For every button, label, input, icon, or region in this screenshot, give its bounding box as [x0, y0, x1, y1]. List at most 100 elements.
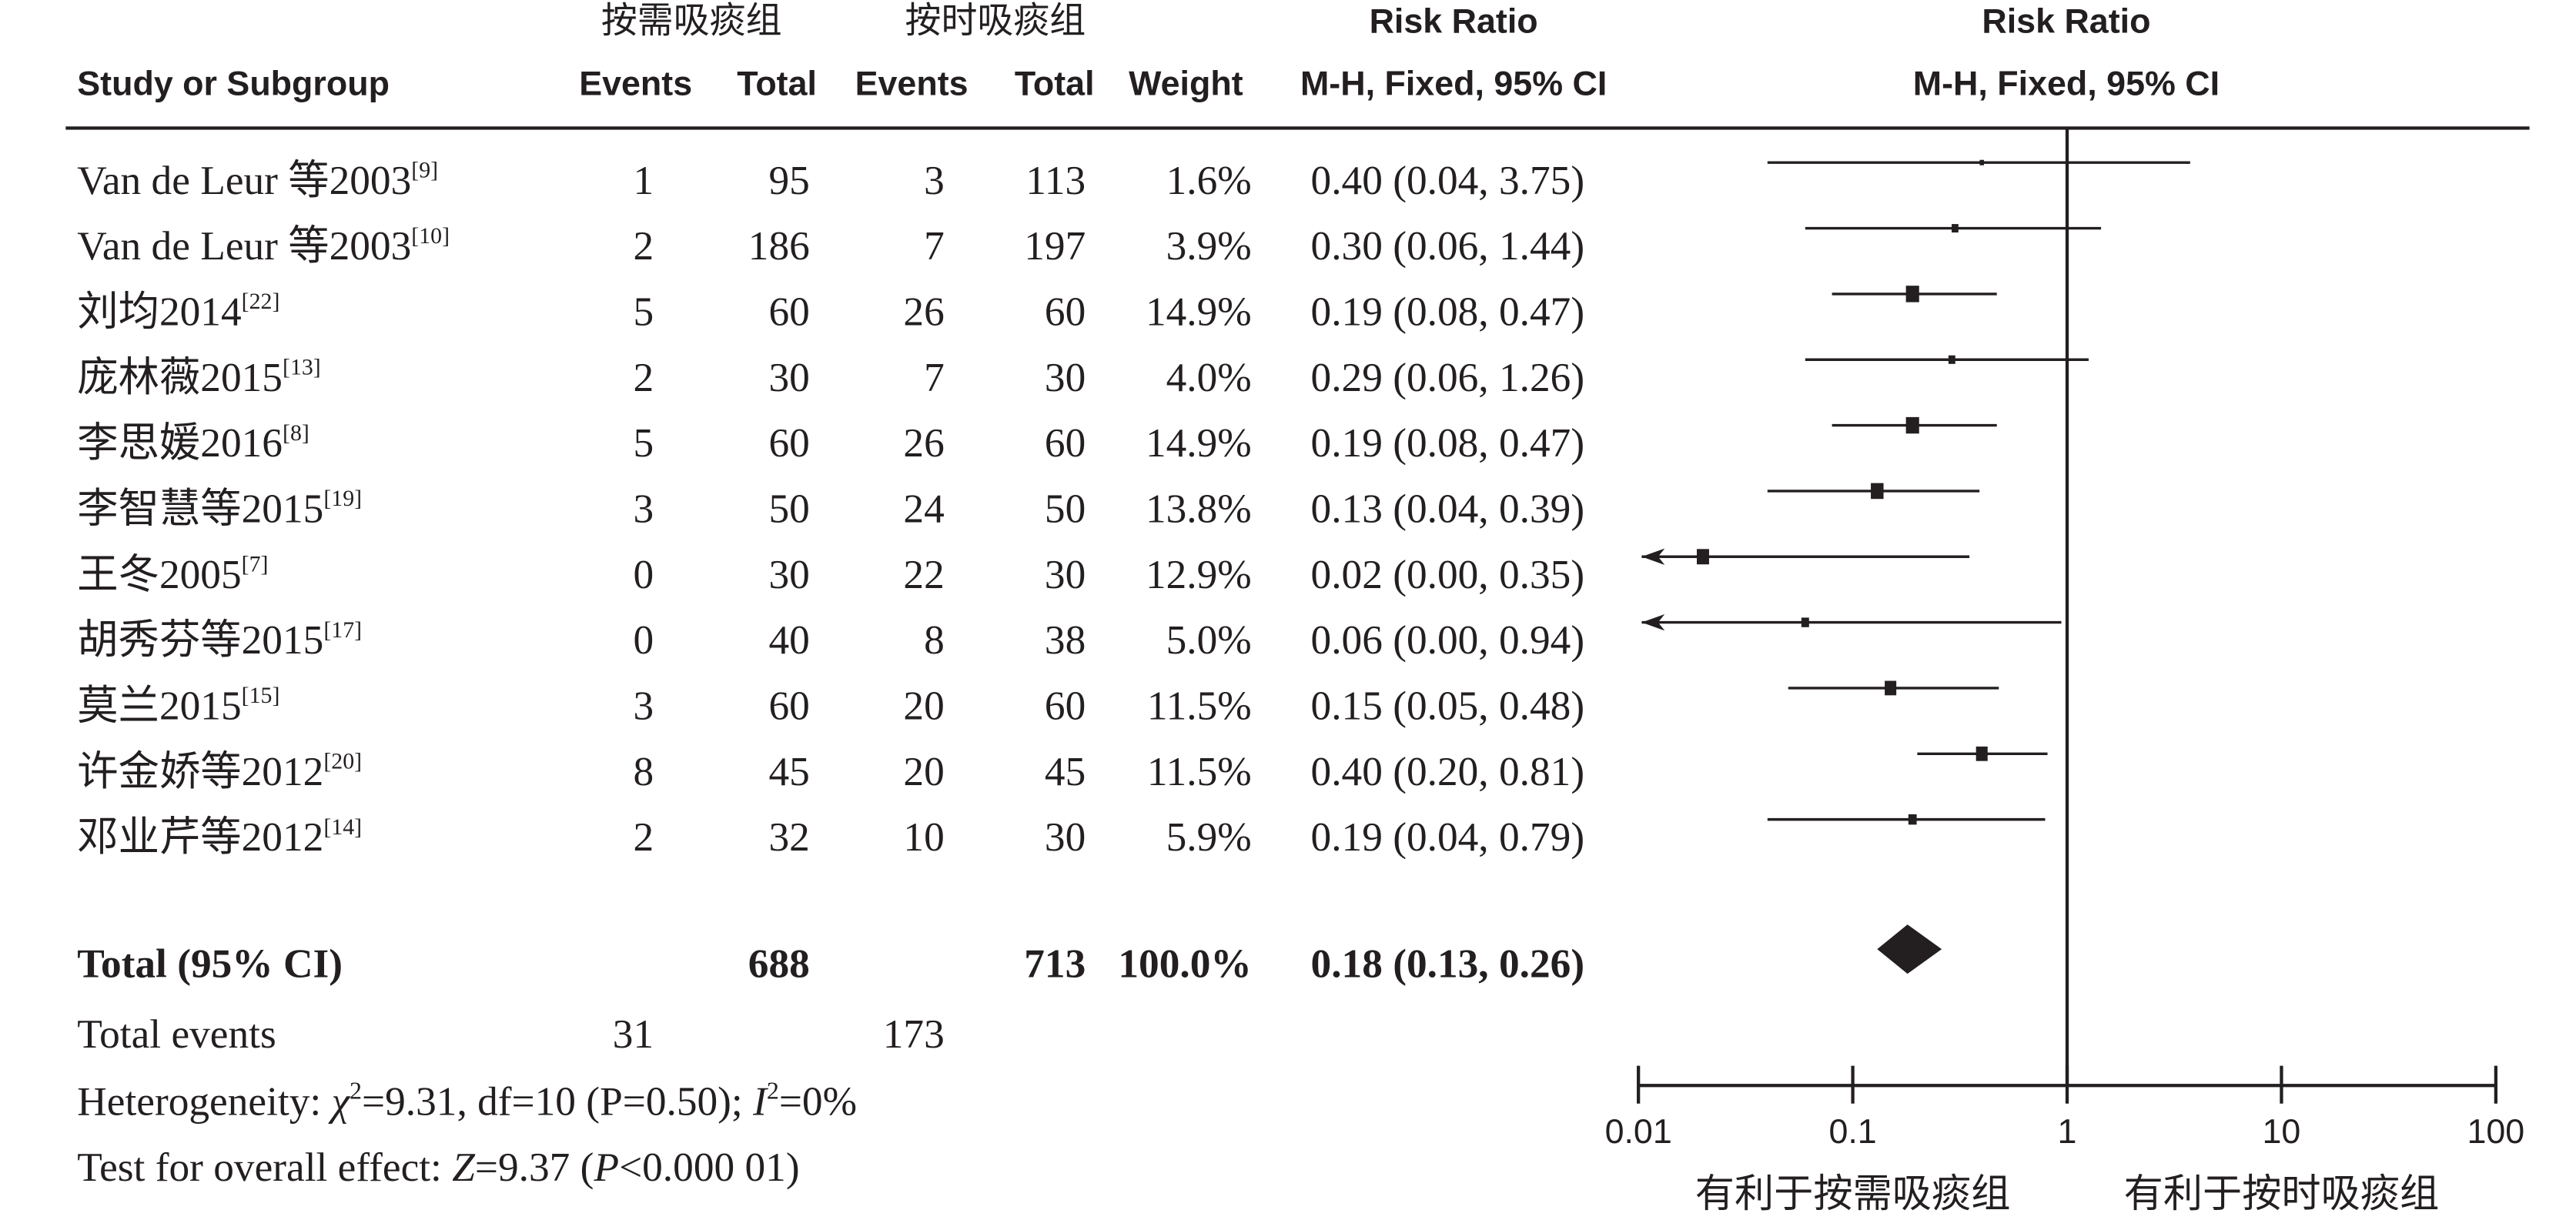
group-header-experimental: 按需吸痰组	[601, 2, 782, 43]
header-rule	[65, 126, 2530, 130]
weight-value: 11.5%	[1146, 750, 1252, 795]
weight-value: 4.0%	[1166, 356, 1252, 401]
study-name: 莫兰2015	[77, 684, 242, 730]
study-row: 莫兰2015[15] 3 60 20 60 11.5% 0.15 (0.05, 0.48)	[0, 684, 1626, 733]
total-experimental: 60	[768, 684, 810, 730]
group-header-control: 按时吸痰组	[905, 2, 1086, 43]
study-row: Van de Leur 等2003[10] 2 186 7 197 3.9% 0.30 (0…	[0, 223, 1626, 272]
study-row: 刘均2014[22] 5 60 26 60 14.9% 0.19 (0.08, 0.47)	[0, 289, 1626, 338]
text-segment: Test for overall effect:	[77, 1146, 453, 1191]
study-name: 邓业芹等2012	[77, 816, 324, 861]
study-label: 庞林薇2015[13]	[77, 355, 320, 404]
total-events-row: Total events 31 173	[0, 1011, 1626, 1061]
superscript: 2	[350, 1078, 363, 1105]
total-experimental: 32	[768, 816, 810, 861]
study-name: 李思媛2016	[77, 422, 283, 466]
study-point	[1871, 483, 1884, 500]
study-label: 莫兰2015[15]	[77, 684, 279, 733]
total-experimental-header: Total	[737, 65, 817, 104]
ci-arrow-left	[1641, 548, 1665, 565]
events-control-header: Events	[855, 65, 969, 104]
ci-arrow-left	[1641, 613, 1665, 631]
study-name: 庞林薇2015	[77, 356, 283, 401]
total-experimental: 60	[768, 290, 810, 336]
axis-tick-label: 100	[2467, 1112, 2524, 1151]
heterogeneity-statement: Heterogeneity: χ2=9.31, df=10 (P=0.50); …	[77, 1079, 857, 1128]
italic-symbol: χ	[331, 1080, 350, 1125]
risk-ratio-ci: 0.19 (0.08, 0.47)	[1310, 290, 1585, 336]
weight-value: 14.9%	[1145, 290, 1252, 336]
study-row: 许金娇等2012[20] 8 45 20 45 11.5% 0.40 (0.20, 0.81…	[0, 749, 1626, 798]
events-control: 10	[903, 816, 945, 861]
study-row: 李智慧等2015[19] 3 50 24 50 13.8% 0.13 (0.04, 0.39…	[0, 486, 1626, 536]
italic-symbol: I	[753, 1080, 767, 1125]
study-label: 许金娇等2012[20]	[77, 749, 362, 798]
total-weight: 100.0%	[1118, 942, 1252, 988]
events-experimental: 0	[633, 553, 654, 598]
table-method-header: M-H, Fixed, 95% CI	[1300, 65, 1607, 104]
favours-control-label: 有利于按时吸痰组	[2123, 1171, 2440, 1217]
text-segment: =9.31, df=10 (P=0.50);	[362, 1080, 754, 1125]
favours-experimental-label: 有利于按需吸痰组	[1694, 1171, 2011, 1217]
events-control: 7	[924, 356, 945, 401]
events-control: 3	[924, 159, 945, 204]
total-experimental: 30	[768, 553, 810, 598]
risk-ratio-ci: 0.19 (0.08, 0.47)	[1310, 422, 1585, 466]
events-control: 20	[903, 750, 945, 795]
events-experimental: 5	[633, 422, 654, 466]
total-control: 713	[1024, 942, 1086, 988]
total-experimental: 50	[768, 487, 810, 533]
events-experimental: 2	[633, 816, 654, 861]
study-row: 胡秀芬等2015[17] 0 40 8 38 5.0% 0.06 (0.00, 0.94)	[0, 617, 1626, 667]
study-reference: [7]	[241, 553, 269, 578]
total-control: 60	[1044, 290, 1086, 336]
total-control: 45	[1044, 750, 1086, 795]
study-label: 李智慧等2015[19]	[77, 486, 362, 536]
study-point	[1975, 746, 1988, 761]
weight-value: 13.8%	[1145, 487, 1252, 533]
study-reference: [13]	[282, 356, 321, 381]
events-experimental: 2	[633, 225, 654, 269]
events-experimental: 1	[633, 159, 654, 204]
total-control: 113	[1025, 159, 1086, 204]
events-control: 24	[903, 487, 945, 533]
text-segment: =9.37 (	[474, 1146, 594, 1191]
study-reference: [15]	[241, 684, 280, 710]
risk-ratio-ci: 0.06 (0.00, 0.94)	[1310, 619, 1585, 663]
text-segment: =0%	[778, 1080, 858, 1125]
events-control: 22	[903, 553, 945, 598]
total-control: 30	[1044, 553, 1086, 598]
events-experimental: 3	[633, 487, 654, 533]
total-events-experimental: 31	[612, 1013, 654, 1058]
study-name: 王冬2005	[77, 553, 242, 598]
text-segment: <0.000 01)	[619, 1146, 800, 1191]
axis-tick-label: 10	[2263, 1112, 2301, 1151]
study-name: Van de Leur 等2003	[77, 225, 412, 269]
total-label: Total (95% CI)	[77, 942, 343, 988]
study-name: 李智慧等2015	[77, 487, 324, 533]
total-control: 30	[1044, 356, 1086, 401]
italic-symbol: Z	[452, 1146, 475, 1191]
pooled-diamond	[1877, 924, 1942, 974]
risk-ratio-ci: 0.02 (0.00, 0.35)	[1310, 553, 1585, 598]
study-point	[1952, 224, 1959, 233]
events-experimental: 5	[633, 290, 654, 336]
overall-effect-statement: Test for overall effect: Z=9.37 (P<0.000…	[77, 1145, 799, 1194]
study-point	[1979, 159, 1985, 165]
study-label: 刘均2014[22]	[77, 289, 279, 338]
risk-ratio-ci: 0.40 (0.04, 3.75)	[1310, 159, 1585, 204]
study-point	[1697, 549, 1709, 565]
study-row: 庞林薇2015[13] 2 30 7 30 4.0% 0.29 (0.06, 1.26)	[0, 355, 1626, 404]
events-experimental: 8	[633, 750, 654, 795]
weight-value: 11.5%	[1146, 684, 1252, 730]
total-events-label: Total events	[77, 1013, 276, 1058]
risk-ratio-ci: 0.19 (0.04, 0.79)	[1310, 816, 1585, 861]
total-control-header: Total	[1014, 65, 1095, 104]
italic-symbol: P	[594, 1146, 620, 1191]
study-label: Van de Leur 等2003[10]	[77, 223, 450, 272]
total-control: 197	[1024, 225, 1086, 269]
superscript: 2	[766, 1078, 779, 1105]
events-control: 20	[903, 684, 945, 730]
weight-value: 3.9%	[1166, 225, 1252, 269]
